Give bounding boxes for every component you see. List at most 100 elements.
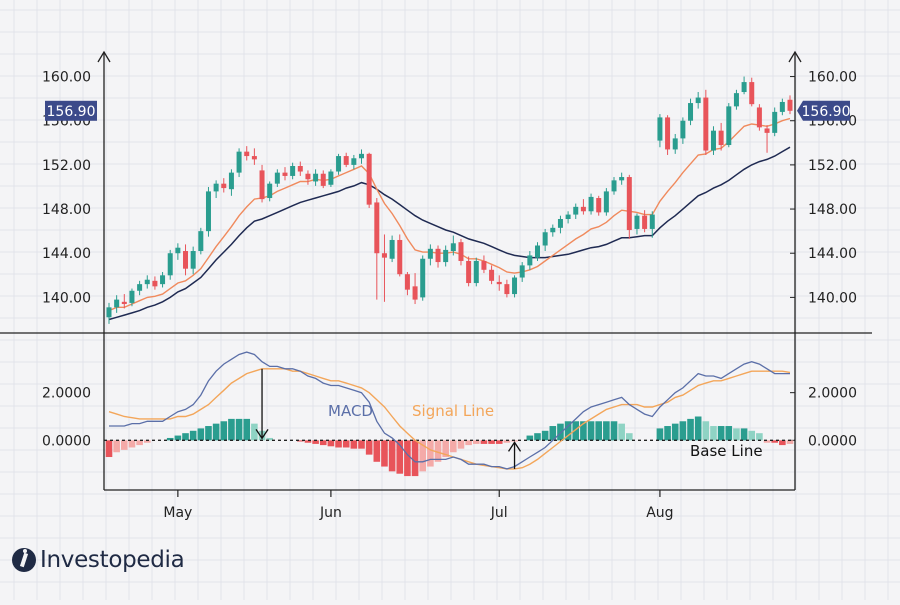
candlestick — [588, 193, 594, 215]
candle-body — [481, 260, 487, 270]
histogram-bar — [113, 440, 120, 453]
candlestick — [603, 188, 609, 216]
candlestick — [772, 107, 778, 137]
macd-tick-label-left: 0.0000 — [42, 433, 91, 449]
candlestick — [213, 180, 219, 199]
candle-body — [381, 253, 387, 258]
histogram-bar — [656, 428, 664, 441]
candle-body — [412, 286, 418, 300]
candle-body — [534, 245, 540, 258]
price-tick-label-right: 140.00 — [808, 290, 857, 306]
candle-body — [114, 299, 120, 308]
candle-body — [703, 97, 709, 151]
candlestick — [703, 89, 709, 155]
candle-body — [611, 180, 617, 192]
candle-body — [251, 156, 257, 160]
candlestick — [680, 117, 686, 144]
candlestick — [297, 161, 303, 176]
histogram-bar — [541, 430, 549, 441]
histogram-bar — [166, 437, 174, 441]
candle-body — [244, 151, 250, 157]
candle-body — [542, 232, 548, 246]
candlestick — [374, 198, 380, 300]
histogram-bar — [779, 440, 786, 446]
candlestick — [198, 227, 204, 255]
price-tick-label-right: 144.00 — [808, 246, 857, 262]
price-tick-label-right: 152.00 — [808, 158, 857, 174]
candle-body — [190, 251, 196, 269]
candle-body — [779, 101, 785, 112]
macd-tick-label-right: 2.0000 — [808, 386, 857, 402]
candle-body — [688, 103, 694, 121]
candlestick — [228, 169, 234, 196]
candle-body — [420, 258, 426, 298]
candlestick — [259, 164, 265, 203]
candlestick — [534, 242, 540, 261]
candle-body — [634, 215, 640, 229]
candlestick — [129, 288, 135, 307]
candle-body — [450, 243, 456, 252]
candlestick — [665, 115, 671, 155]
histogram-bar — [434, 440, 442, 462]
histogram-bar — [304, 440, 312, 443]
candle-body — [787, 99, 793, 111]
candlestick — [313, 169, 319, 186]
candle-body — [305, 173, 311, 180]
candlestick — [106, 302, 112, 324]
candlestick — [359, 149, 365, 164]
candle-body — [427, 248, 433, 259]
histogram-bar — [763, 440, 771, 443]
candlestick — [466, 256, 472, 287]
macd-tick-label-right: 0.0000 — [808, 433, 857, 449]
price-tick-label-left: 148.00 — [42, 202, 91, 218]
candle-body — [672, 138, 678, 150]
candlestick — [718, 122, 724, 151]
histogram-bar — [495, 440, 503, 444]
histogram-bar — [756, 433, 763, 441]
investopedia-logo-icon — [12, 548, 36, 572]
candlestick — [205, 186, 211, 237]
candle-body — [282, 172, 288, 176]
candlestick — [320, 170, 326, 189]
candle-body — [756, 107, 762, 128]
signal-line-label: Signal Line — [412, 402, 494, 420]
signal-line — [108, 368, 791, 470]
candle-body — [726, 106, 732, 146]
candlestick — [152, 276, 158, 290]
histogram-bar — [365, 440, 373, 455]
candlestick — [787, 95, 793, 115]
histogram-bar — [136, 440, 143, 446]
histogram-bar — [733, 428, 740, 441]
candle-body — [772, 111, 778, 133]
histogram-bar — [610, 421, 618, 441]
candlestick — [580, 199, 586, 215]
candle-body — [167, 253, 173, 276]
right-axis-arrow-icon — [788, 50, 802, 63]
candle-body — [213, 183, 219, 192]
candlestick — [573, 203, 579, 219]
histogram-bar — [694, 416, 702, 441]
month-tick-label: Jul — [490, 505, 508, 521]
histogram-bar — [419, 440, 427, 472]
histogram-bar — [480, 440, 488, 444]
candlestick — [389, 235, 395, 263]
candlestick — [282, 167, 288, 181]
candle-body — [710, 130, 716, 151]
candle-body — [550, 227, 556, 233]
candlestick — [221, 178, 227, 193]
month-tick-label: Aug — [646, 505, 673, 521]
histogram-bar — [388, 440, 396, 472]
candle-body — [397, 239, 403, 275]
candle-body — [619, 177, 625, 181]
price-tick-label-left: 152.00 — [42, 158, 91, 174]
candlestick — [741, 76, 747, 95]
candle-body — [718, 130, 724, 146]
candlestick — [542, 228, 548, 252]
histogram-bar — [725, 426, 733, 441]
histogram-bar — [335, 440, 342, 448]
candle-body — [680, 120, 686, 139]
candle-body — [527, 255, 533, 266]
candlestick — [672, 133, 678, 154]
candle-body — [489, 269, 495, 281]
